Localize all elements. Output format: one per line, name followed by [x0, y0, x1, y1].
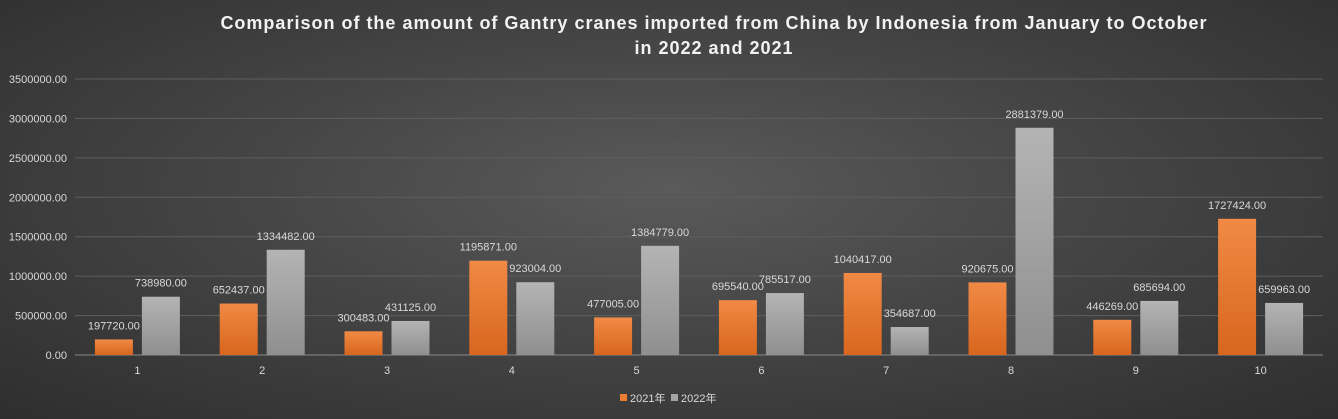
x-tick-label: 8 — [1008, 365, 1014, 377]
bar-2021年-4 — [469, 260, 508, 355]
bar-2021年-8 — [968, 282, 1007, 355]
y-tick-label: 0.00 — [46, 350, 67, 362]
bar-2022年-4 — [516, 282, 555, 355]
legend-label-2022: 2022年 — [681, 391, 716, 405]
legend-label-2021: 2021年 — [630, 391, 665, 405]
y-tick-label: 500000.00 — [15, 311, 67, 323]
data-label: 920675.00 — [962, 263, 1014, 275]
y-tick-label: 3500000.00 — [9, 74, 67, 86]
data-labels: 197720.00 738980.00 652437.00 1334482.00 300… — [88, 109, 1310, 333]
bar-2021年-6 — [718, 300, 757, 355]
bar-2022年-3 — [391, 321, 430, 355]
bar-2022年-2 — [266, 249, 305, 355]
data-label: 785517.00 — [759, 274, 811, 286]
bar-2022年-9 — [1140, 300, 1179, 355]
bar-2022年-8 — [1015, 127, 1054, 355]
x-tick-label: 3 — [384, 365, 390, 377]
y-tick-label: 2500000.00 — [9, 153, 67, 165]
data-label: 659963.00 — [1258, 284, 1310, 296]
bar-2022年-10 — [1265, 302, 1304, 355]
data-label: 431125.00 — [385, 302, 436, 314]
data-label: 446269.00 — [1086, 301, 1138, 313]
data-label: 1195871.00 — [460, 242, 517, 254]
data-label: 1040417.00 — [834, 254, 892, 266]
bar-2021年-2 — [219, 303, 258, 355]
data-label: 300483.00 — [338, 312, 390, 324]
x-tick-label: 10 — [1254, 365, 1266, 377]
data-label: 738980.00 — [135, 278, 187, 290]
legend-swatch-2022 — [671, 394, 678, 401]
data-label: 1334482.00 — [257, 231, 315, 243]
data-label: 923004.00 — [509, 263, 561, 275]
bar-2022年-5 — [641, 245, 680, 355]
data-label: 477005.00 — [587, 298, 639, 310]
y-axis-ticks: 0.00 500000.00 1000000.00 1500000.00 2000000… — [9, 74, 67, 362]
x-tick-label: 7 — [883, 365, 889, 377]
bar-2021年-1 — [94, 339, 133, 355]
data-label: 695540.00 — [712, 281, 764, 293]
y-tick-label: 1000000.00 — [9, 271, 67, 283]
bar-2022年-7 — [890, 327, 929, 355]
bar-2021年-9 — [1093, 319, 1132, 355]
data-label: 354687.00 — [884, 308, 936, 320]
data-label: 2881379.00 — [1005, 109, 1063, 121]
x-tick-label: 6 — [758, 365, 764, 377]
bar-2022年-6 — [765, 293, 804, 355]
x-tick-label: 9 — [1133, 365, 1139, 377]
bar-2022年-1 — [141, 296, 180, 355]
bar-2021年-3 — [344, 331, 383, 355]
legend-swatch-2021 — [620, 394, 627, 401]
y-tick-label: 1500000.00 — [9, 232, 67, 244]
gridlines — [75, 78, 1323, 356]
bar-2021年-5 — [594, 317, 633, 355]
y-tick-label: 2000000.00 — [9, 192, 67, 204]
x-axis-ticks: 1 2 3 4 5 6 7 8 9 10 — [134, 365, 1266, 377]
legend: 2021年 2022年 — [620, 391, 716, 405]
x-tick-label: 2 — [259, 365, 265, 377]
x-tick-label: 1 — [134, 365, 140, 377]
bar-2021年-10 — [1218, 218, 1257, 355]
bars — [94, 127, 1304, 355]
data-label: 652437.00 — [213, 285, 265, 297]
data-label: 685694.00 — [1133, 282, 1185, 294]
x-tick-label: 5 — [634, 365, 640, 377]
chart-title-line-2: in 2022 and 2021 — [634, 38, 793, 58]
data-label: 197720.00 — [88, 320, 140, 332]
bar-2021年-7 — [843, 272, 882, 355]
data-label: 1727424.00 — [1208, 200, 1266, 212]
data-label: 1384779.00 — [631, 227, 689, 239]
chart-title-line-1: Comparison of the amount of Gantry crane… — [220, 13, 1207, 33]
y-tick-label: 3000000.00 — [9, 113, 67, 125]
x-tick-label: 4 — [509, 365, 515, 377]
